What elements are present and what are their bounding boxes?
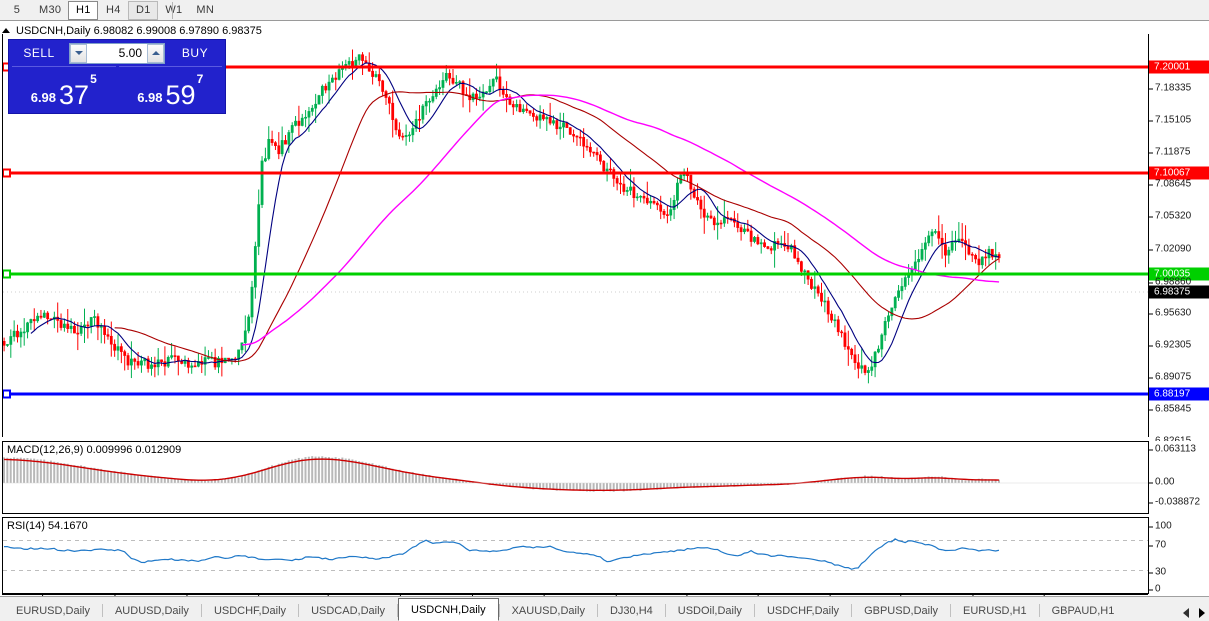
sell-price-main: 37 bbox=[59, 80, 90, 111]
tab-scroll-left-icon[interactable] bbox=[1183, 608, 1189, 618]
price-tick-7_11875: 7.11875 bbox=[1149, 147, 1190, 158]
chart-tab-bar: EURUSD,Daily AUDUSD,Daily USDCHF,Daily USDC… bbox=[0, 596, 1209, 621]
trade-panel-quotes: 6.98 37 5 6.98 59 7 bbox=[9, 66, 225, 113]
chart-tab-usdcad-daily[interactable]: USDCAD,Daily bbox=[311, 604, 386, 617]
macd-scale[interactable]: 0.063113 0.00 -0.038872 bbox=[1148, 441, 1209, 514]
timeframe-toolbar: 5 M30 H1 H4 D1 W1 MN bbox=[0, 0, 1209, 21]
buy-button[interactable]: BUY bbox=[168, 42, 222, 64]
chart-tab-usdchf-daily[interactable]: USDCHF,Daily bbox=[766, 604, 840, 617]
price-tick-7_02090: 7.02090 bbox=[1149, 244, 1191, 255]
timeframe-button-mn[interactable]: MN bbox=[196, 4, 215, 16]
price-tick-7_18335: 7.18335 bbox=[1149, 83, 1191, 94]
tab-separator bbox=[664, 604, 666, 617]
macd-tick-0_00: 0.00 bbox=[1149, 477, 1174, 488]
sell-price-box[interactable]: 6.98 37 5 bbox=[12, 66, 116, 110]
chart-tab-eurusd-daily[interactable]: EURUSD,Daily bbox=[16, 604, 90, 617]
chart-tab-gbpusd-daily[interactable]: GBPUSD,Daily bbox=[864, 604, 939, 617]
tab-separator bbox=[298, 604, 300, 617]
tab-separator bbox=[1038, 604, 1040, 617]
sell-price-prefix: 6.98 bbox=[30, 90, 57, 105]
tab-separator bbox=[498, 604, 500, 617]
price-tick-7_15105: 7.15105 bbox=[1149, 115, 1191, 126]
price-tick-6_95630: 6.95630 bbox=[1149, 308, 1191, 319]
timeframe-button-h1[interactable]: H1 bbox=[68, 0, 99, 20]
price-tick-7_08645: 7.08645 bbox=[1149, 179, 1191, 190]
chart-area: USDCNH,Daily 6.98082 6.99008 6.97890 6.9… bbox=[0, 21, 1209, 612]
price-tick-6_89075: 6.89075 bbox=[1149, 372, 1191, 383]
volume-decrease-button[interactable] bbox=[70, 43, 87, 63]
price-tick-6_98375: 6.98375 bbox=[1149, 285, 1209, 299]
chart-tab-usdoil-daily[interactable]: USDOil,Daily bbox=[677, 604, 742, 617]
timeframe-button-m30[interactable]: M30 bbox=[39, 4, 62, 16]
sell-price-point: 5 bbox=[90, 72, 97, 86]
tab-separator bbox=[397, 604, 399, 617]
collapse-triangle-icon[interactable] bbox=[2, 28, 10, 33]
chart-tab-usdchf-daily[interactable]: USDCHF,Daily bbox=[213, 604, 287, 617]
macd-label: MACD(12,26,9) 0.009996 0.012909 bbox=[7, 444, 182, 456]
chart-tab-audusd-daily[interactable]: AUDUSD,Daily bbox=[114, 604, 189, 617]
price-tick-7_20001: 7.20001 bbox=[1149, 60, 1209, 74]
chart-tab-dj30-h4[interactable]: DJ30,H4 bbox=[609, 604, 653, 617]
macd-tick-0_063113: 0.063113 bbox=[1149, 444, 1196, 455]
rsi-canvas bbox=[3, 538, 1148, 571]
timeframe-button-d1[interactable]: D1 bbox=[128, 0, 159, 20]
volume-increase-button[interactable] bbox=[147, 43, 164, 63]
tab-separator bbox=[851, 604, 853, 617]
tab-separator bbox=[753, 604, 755, 617]
tab-separator bbox=[101, 604, 103, 617]
rsi-scale[interactable]: 100 70 30 0 bbox=[1148, 517, 1209, 595]
chart-title-bar: USDCNH,Daily 6.98082 6.99008 6.97890 6.9… bbox=[2, 24, 262, 37]
buy-price-main: 59 bbox=[165, 80, 196, 111]
chart-symbol-ohlc: USDCNH,Daily 6.98082 6.99008 6.97890 6.9… bbox=[16, 24, 262, 37]
chart-tab-usdcnh-daily[interactable]: USDCNH,Daily bbox=[398, 598, 499, 621]
buy-price-box[interactable]: 6.98 59 7 bbox=[118, 66, 222, 111]
tab-scroll-arrows bbox=[1183, 608, 1205, 618]
chart-tab-gbpaud-h1[interactable]: GBPAUD,H1 bbox=[1051, 604, 1115, 617]
rsi-tick-70: 70 bbox=[1149, 540, 1166, 551]
price-tick-7_10067: 7.10067 bbox=[1149, 166, 1209, 180]
volume-input[interactable]: 5.00 bbox=[87, 43, 147, 63]
macd-tick-_0_038872: -0.038872 bbox=[1149, 497, 1200, 508]
tab-separator bbox=[950, 604, 952, 617]
tab-scroll-right-icon[interactable] bbox=[1199, 608, 1205, 618]
rsi-tick-0: 0 bbox=[1149, 584, 1161, 595]
chart-tab-xauusd-daily[interactable]: XAUUSD,Daily bbox=[511, 604, 585, 617]
price-tick-7_00035: 7.00035 bbox=[1149, 267, 1209, 281]
toolbar-separator bbox=[172, 2, 173, 19]
price-tick-6_92305: 6.92305 bbox=[1149, 340, 1191, 351]
price-tick-6_85845: 6.85845 bbox=[1149, 404, 1191, 415]
trade-panel-controls: SELL 5.00 BUY bbox=[9, 40, 225, 66]
volume-stepper[interactable]: 5.00 bbox=[69, 42, 165, 64]
rsi-label: RSI(14) 54.1670 bbox=[7, 520, 88, 532]
buy-price-point: 7 bbox=[196, 72, 204, 86]
macd-canvas bbox=[3, 456, 1148, 492]
timeframe-button-w1[interactable]: W1 bbox=[165, 4, 183, 16]
rsi-pane[interactable]: RSI(14) 54.1670 bbox=[2, 517, 1148, 594]
buy-price-prefix: 6.98 bbox=[137, 90, 163, 105]
timeframe-button-5[interactable]: 5 bbox=[13, 4, 21, 16]
price-tick-6_88197: 6.88197 bbox=[1149, 387, 1209, 401]
chart-tab-eurusd-h1[interactable]: EURUSD,H1 bbox=[963, 604, 1027, 617]
macd-pane[interactable]: MACD(12,26,9) 0.009996 0.012909 bbox=[2, 441, 1148, 514]
timeframe-button-h4[interactable]: H4 bbox=[105, 4, 121, 16]
price-scale[interactable]: 7.20001 7.18335 7.15105 7.11875 7.10067 7.086… bbox=[1148, 34, 1209, 447]
sell-button[interactable]: SELL bbox=[12, 42, 66, 64]
one-click-trading-panel[interactable]: SELL 5.00 BUY 6.98 37 5 6.98 59 7 bbox=[8, 39, 226, 114]
tab-separator bbox=[200, 604, 202, 617]
rsi-tick-100: 100 bbox=[1149, 521, 1172, 532]
rsi-tick-30: 30 bbox=[1149, 567, 1166, 578]
price-tick-7_05320: 7.05320 bbox=[1149, 211, 1191, 222]
tab-separator bbox=[596, 604, 598, 617]
price-tick-6_98860: 6.98860 bbox=[1149, 277, 1191, 288]
